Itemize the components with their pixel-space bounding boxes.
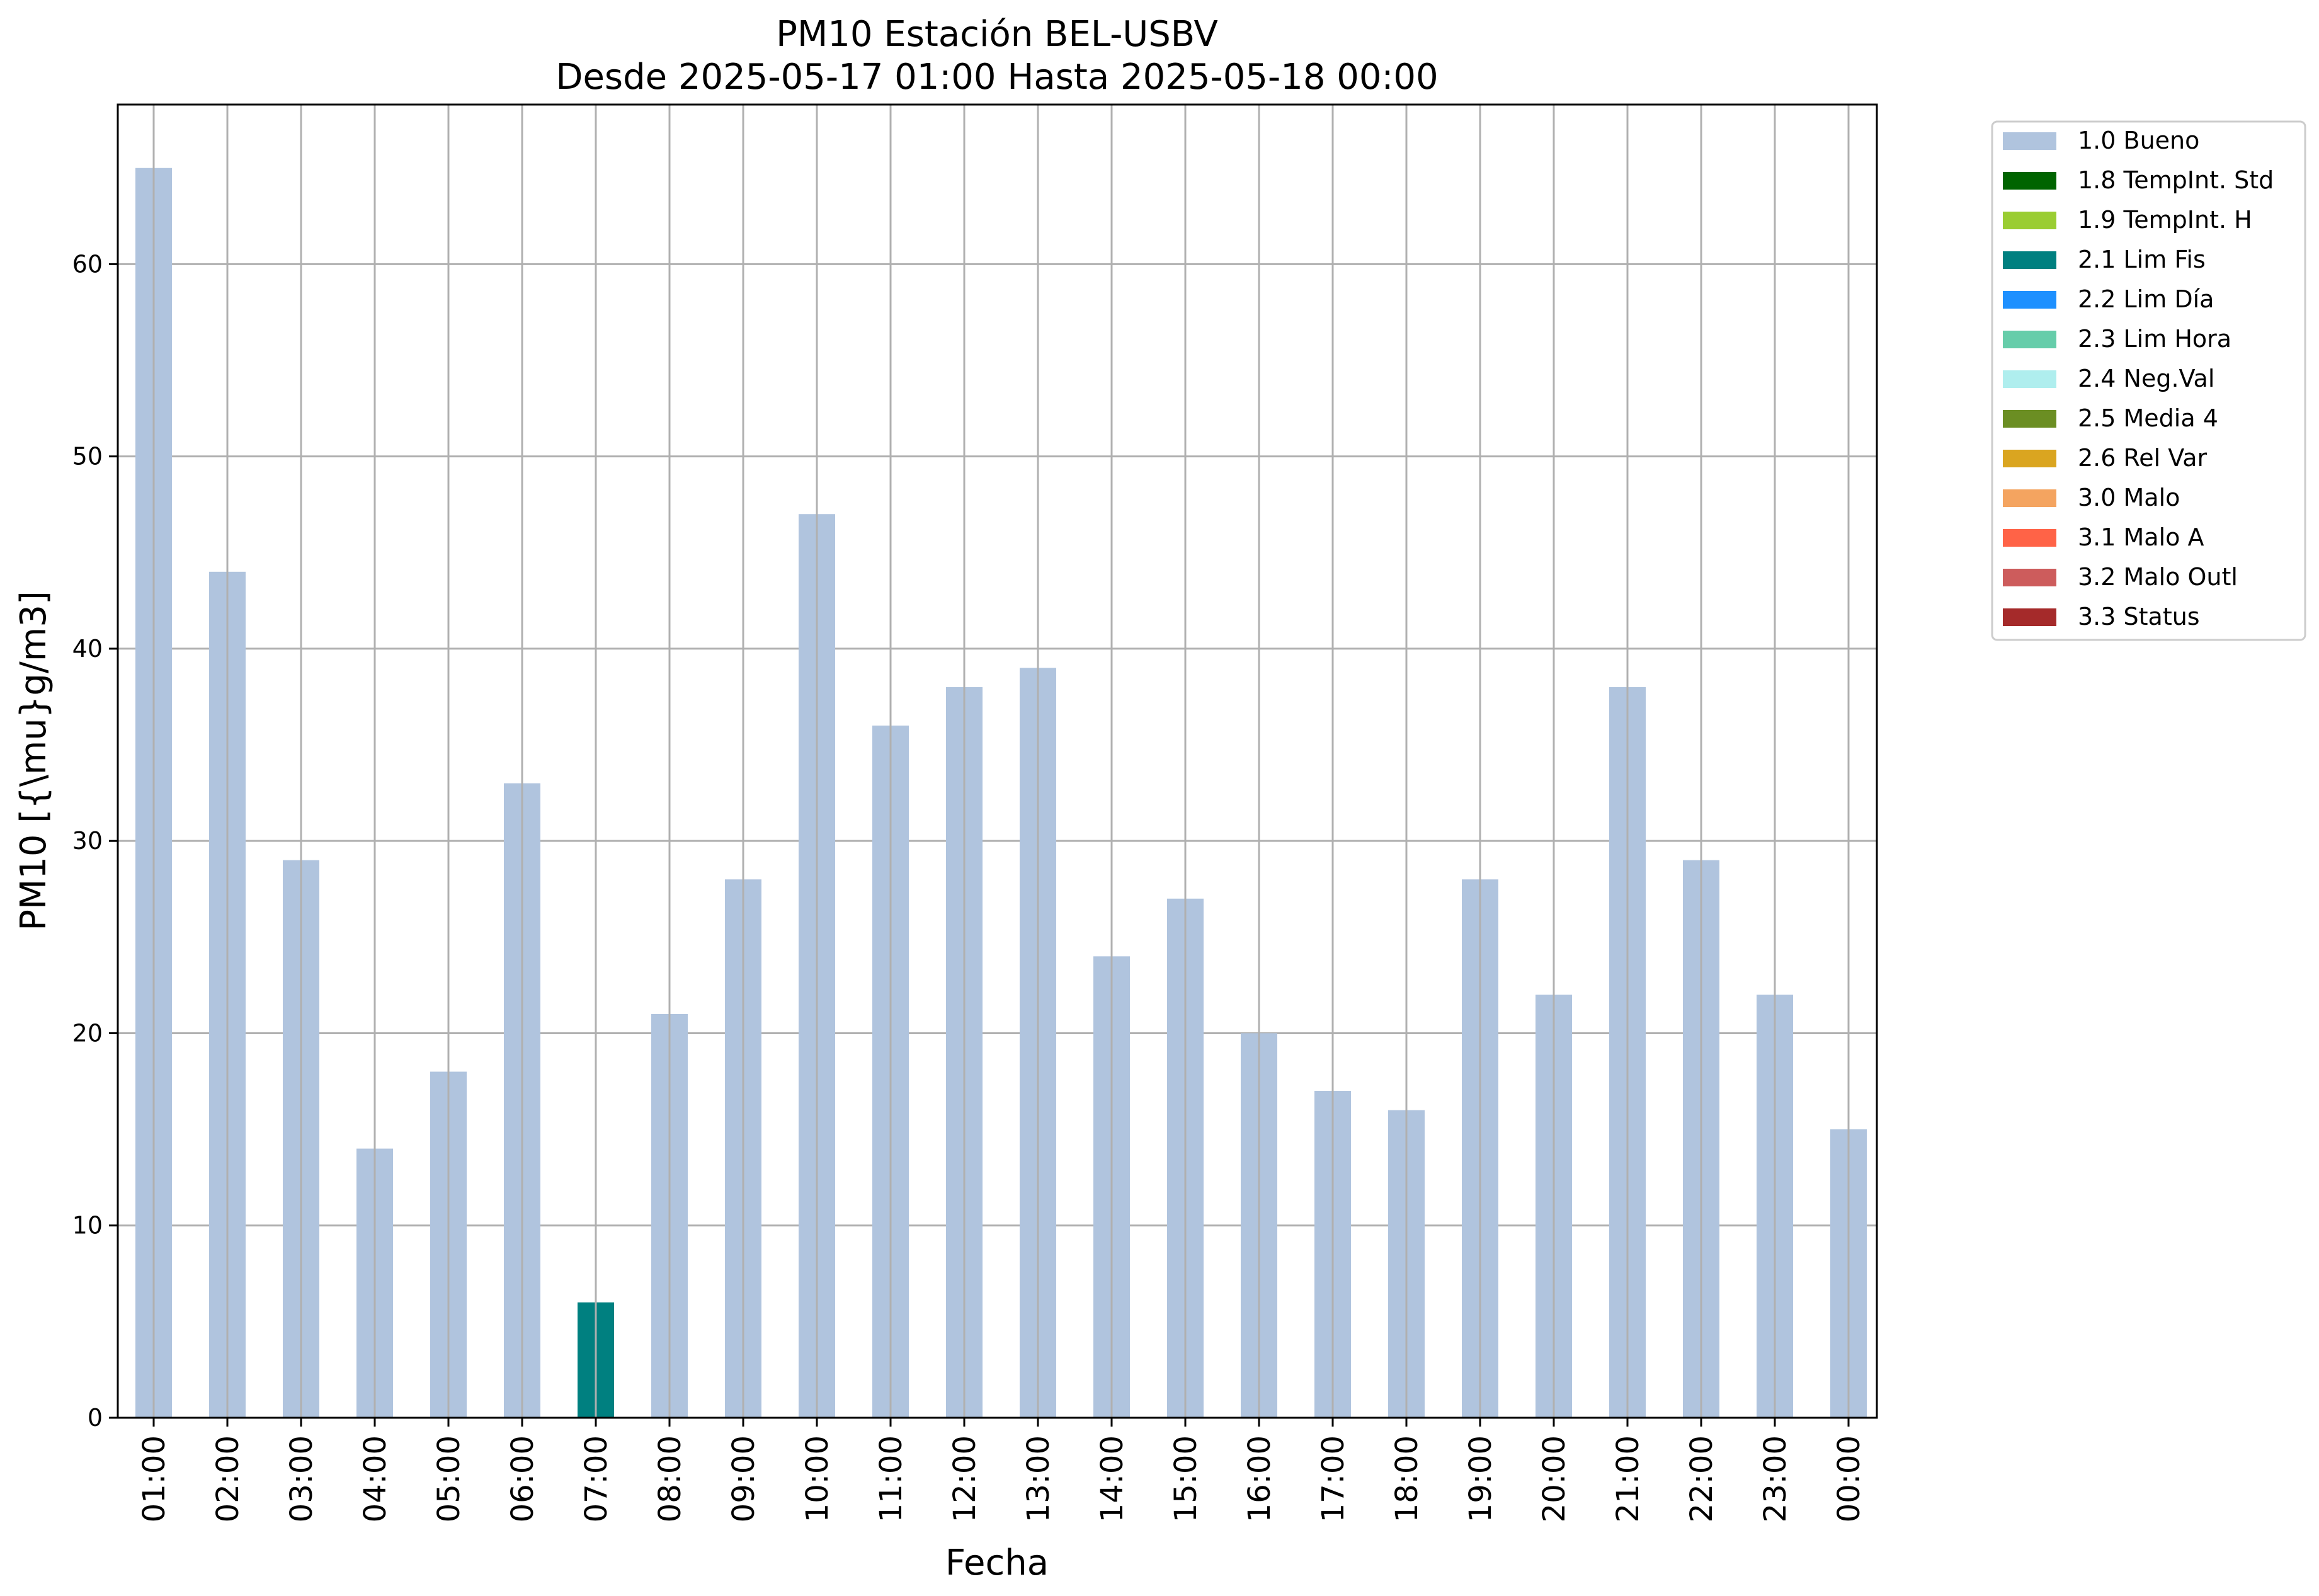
legend-entry: 2.2 Lim Día [2078,285,2214,313]
legend-entry: 1.8 TempInt. Std [2078,166,2274,194]
x-tick-label: 11:00 [874,1435,909,1522]
x-tick-label: 08:00 [652,1435,688,1522]
legend-swatch [2003,370,2056,388]
y-tick-label: 30 [72,827,103,855]
x-axis-label: Fecha [945,1542,1049,1583]
x-tick-label: 12:00 [947,1435,983,1522]
legend-entry: 2.3 Lim Hora [2078,325,2231,353]
legend-entry: 3.2 Malo Outl [2078,563,2238,591]
legend-entry: 1.9 TempInt. H [2078,206,2252,234]
x-tick-label: 13:00 [1021,1435,1056,1522]
y-axis: 0 10 20 30 40 50 60 [72,250,118,1432]
legend-entry: 3.0 Malo [2078,484,2180,511]
x-tick-label: 05:00 [431,1435,467,1522]
chart-title: PM10 Estación BEL-USBV [776,14,1218,55]
x-tick-label: 09:00 [726,1435,761,1522]
legend-entry: 3.1 Malo A [2078,523,2204,551]
legend: 1.0 Bueno 1.8 TempInt. Std 1.9 TempInt. H 2… [1991,120,2306,641]
x-tick-label: 15:00 [1168,1435,1204,1522]
legend-entry: 3.3 Status [2078,603,2200,630]
y-tick-label: 10 [72,1212,103,1240]
x-tick-label: 17:00 [1316,1435,1351,1522]
plot-frame [117,103,1878,1419]
x-tick-label: 16:00 [1242,1435,1277,1522]
legend-entry: 1.0 Bueno [2078,127,2199,154]
x-tick-label: 06:00 [505,1435,540,1522]
bars [135,105,1867,1418]
y-tick-label: 20 [72,1019,103,1047]
x-tick-label: 00:00 [1832,1435,1867,1522]
x-tick-label: 20:00 [1537,1435,1572,1522]
legend-swatch [2003,529,2056,547]
legend-swatch [2003,132,2056,150]
legend-swatch [2003,331,2056,348]
legend-swatch [2003,291,2056,309]
x-tick-label: 01:00 [137,1435,172,1522]
x-axis: 01:00 02:00 03:00 04:00 05:00 06:00 07:00 08:00… [137,1418,1867,1522]
legend-swatch [2003,450,2056,467]
legend-swatch [2003,172,2056,190]
legend-entry: 2.4 Neg.Val [2078,365,2214,392]
x-tick-label: 23:00 [1758,1435,1793,1522]
x-tick-label: 19:00 [1463,1435,1498,1522]
y-tick-label: 40 [72,635,103,663]
x-tick-label: 18:00 [1389,1435,1425,1522]
x-tick-label: 03:00 [284,1435,319,1522]
x-tick-label: 10:00 [800,1435,835,1522]
legend-entry: 2.5 Media 4 [2078,404,2218,432]
legend-swatch [2003,569,2056,586]
y-tick-label: 50 [72,443,103,470]
legend-swatch [2003,410,2056,428]
legend-entry: 2.6 Rel Var [2078,444,2208,472]
chart-subtitle: Desde 2025-05-17 01:00 Hasta 2025-05-18 … [556,57,1438,98]
y-tick-label: 0 [88,1404,103,1432]
x-tick-label: 02:00 [210,1435,246,1522]
legend-swatch [2003,489,2056,507]
x-tick-label: 21:00 [1610,1435,1646,1522]
legend-entry: 2.1 Lim Fis [2078,246,2206,273]
grid [118,263,1877,1227]
x-tick-label: 07:00 [579,1435,614,1522]
legend-swatch [2003,212,2056,229]
legend-swatch [2003,608,2056,626]
x-tick-label: 22:00 [1684,1435,1719,1522]
y-axis-label: PM10 [{\mu}g/m3] [13,591,54,931]
y-tick-label: 60 [72,250,103,278]
x-tick-label: 14:00 [1095,1435,1130,1522]
legend-swatch [2003,251,2056,269]
legend-frame [1991,120,2306,641]
x-tick-label: 04:00 [358,1435,393,1522]
